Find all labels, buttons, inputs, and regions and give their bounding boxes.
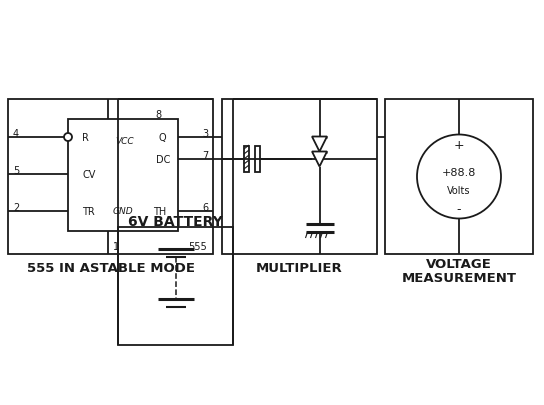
Text: 555: 555 (189, 241, 207, 252)
Polygon shape (312, 152, 327, 167)
Text: CV: CV (82, 170, 95, 179)
Text: VOLTAGE: VOLTAGE (426, 258, 492, 271)
Text: +88.8: +88.8 (442, 168, 476, 178)
Text: MEASUREMENT: MEASUREMENT (401, 272, 516, 285)
Text: R: R (82, 133, 89, 143)
Text: 7: 7 (202, 151, 208, 161)
Text: 6V BATTERY: 6V BATTERY (128, 215, 223, 228)
Text: -: - (457, 202, 461, 215)
Text: Volts: Volts (447, 186, 471, 196)
Text: 5: 5 (13, 166, 19, 175)
Text: 4: 4 (13, 129, 19, 139)
Text: 8: 8 (155, 110, 161, 120)
Text: 1: 1 (113, 241, 119, 252)
Text: DC: DC (156, 155, 170, 164)
Bar (68, 120, 178, 231)
Text: VCC: VCC (116, 137, 134, 146)
Bar (385, 100, 533, 254)
Text: TH: TH (153, 207, 166, 216)
Circle shape (417, 135, 501, 219)
Text: 2: 2 (13, 202, 19, 213)
Text: GND: GND (113, 207, 133, 216)
Bar (255, 147, 260, 173)
Text: 555 IN ASTABLE MODE: 555 IN ASTABLE MODE (27, 262, 195, 275)
Text: TR: TR (82, 207, 95, 216)
Circle shape (64, 134, 72, 142)
Bar (118, 228, 233, 345)
Bar (222, 100, 377, 254)
Text: 6: 6 (202, 202, 208, 213)
Text: Q: Q (158, 133, 166, 143)
Text: MULTIPLIER: MULTIPLIER (256, 262, 343, 275)
Bar (435, 163, 483, 183)
Bar (244, 147, 249, 173)
Text: +: + (454, 139, 465, 151)
Polygon shape (312, 137, 327, 152)
Text: 3: 3 (202, 129, 208, 139)
Bar (8, 100, 213, 254)
